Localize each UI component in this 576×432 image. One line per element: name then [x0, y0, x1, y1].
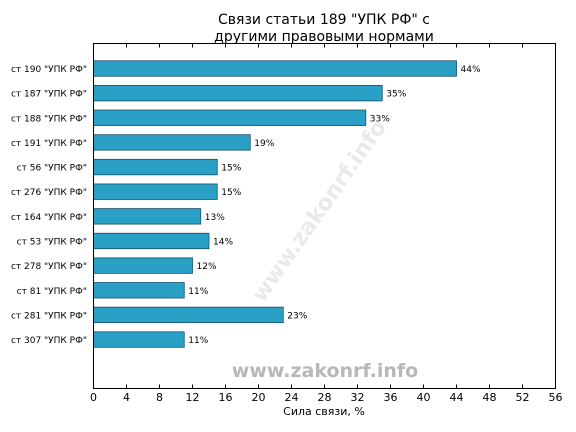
bar	[93, 60, 457, 77]
bar-value-label: 14%	[213, 237, 233, 247]
bar-series: 44% 35% 33% 19% 15% 15% 13% 14% 12% 11% 23% 11%	[93, 60, 481, 348]
bar	[93, 232, 210, 250]
x-tick-label: 8	[156, 391, 163, 404]
bar	[93, 306, 284, 324]
bar-value-label: 12%	[197, 262, 217, 272]
category-label: ст 81 "УПК РФ"	[17, 287, 87, 297]
bar	[93, 331, 185, 348]
bar	[93, 257, 193, 274]
x-tick-label: 40	[417, 391, 431, 404]
x-tick-label: 16	[219, 391, 233, 404]
bar	[93, 134, 251, 151]
bar-value-label: 35%	[386, 90, 406, 100]
category-label: ст 53 "УПК РФ"	[17, 237, 87, 247]
x-tick-label: 44	[450, 391, 464, 404]
category-label: ст 187 "УПК РФ"	[11, 90, 87, 100]
bar-value-label: 11%	[188, 287, 208, 297]
bar	[93, 84, 383, 102]
x-tick-label: 36	[384, 391, 398, 404]
x-axis-ticks: 0 4 8 12 16 20 24 28 32 36 40 44 48 52 56	[90, 43, 563, 404]
y-tick-labels: ст 190 "УПК РФ" ст 187 "УПК РФ" ст 188 "УП…	[11, 65, 87, 346]
bar	[93, 208, 202, 225]
x-tick-label: 32	[351, 391, 365, 404]
x-tick-label: 56	[549, 391, 563, 404]
x-tick-label: 52	[516, 391, 530, 404]
bar	[93, 158, 218, 176]
category-label: ст 56 "УПК РФ"	[17, 164, 87, 174]
x-tick-label: 0	[90, 391, 97, 404]
x-tick-label: 12	[186, 391, 200, 404]
chart-title-line-1: Связи статьи 189 "УПК РФ" с	[218, 12, 430, 28]
category-label: ст 190 "УПК РФ"	[11, 65, 87, 75]
bar	[93, 282, 185, 299]
bar-value-label: 33%	[370, 114, 390, 124]
bar-value-label: 23%	[287, 311, 307, 321]
x-axis-label: Сила связи, %	[283, 405, 365, 418]
bar-value-label: 19%	[254, 139, 274, 149]
category-label: ст 278 "УПК РФ"	[11, 262, 87, 272]
x-tick-label: 28	[318, 391, 332, 404]
category-label: ст 191 "УПК РФ"	[11, 139, 87, 149]
category-label: ст 188 "УПК РФ"	[11, 114, 87, 124]
bottom-watermark: www.zakonrf.info	[232, 360, 418, 382]
plot-frame	[93, 43, 556, 389]
chart-title-line-2: другими правовыми нормами	[214, 29, 434, 45]
category-label: ст 164 "УПК РФ"	[11, 213, 87, 223]
category-label: ст 281 "УПК РФ"	[11, 311, 87, 321]
bar-value-label: 15%	[221, 164, 241, 174]
x-tick-label: 48	[483, 391, 497, 404]
x-tick-label: 24	[285, 391, 299, 404]
bar-value-label: 13%	[205, 213, 225, 223]
category-label: ст 276 "УПК РФ"	[11, 188, 87, 198]
bar-value-label: 11%	[188, 336, 208, 346]
category-label: ст 307 "УПК РФ"	[11, 336, 87, 346]
bar-value-label: 15%	[221, 188, 241, 198]
bar	[93, 109, 367, 126]
bar-value-label: 44%	[461, 65, 481, 75]
x-tick-label: 20	[252, 391, 266, 404]
x-tick-label: 4	[123, 391, 130, 404]
bar	[93, 183, 218, 200]
